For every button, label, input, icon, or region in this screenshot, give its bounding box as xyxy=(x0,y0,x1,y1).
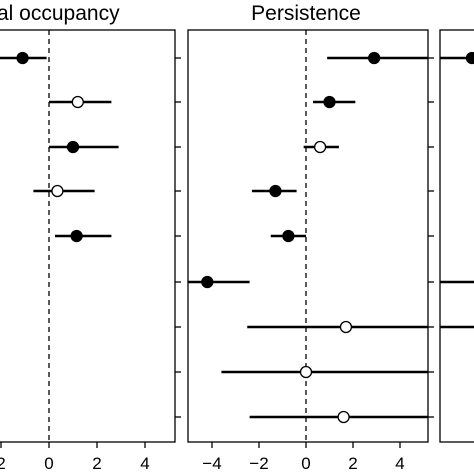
panel-occupancy-point-0 xyxy=(16,51,29,65)
panel-right-frame xyxy=(439,29,474,443)
panel-right xyxy=(439,29,474,443)
panel-right-marks xyxy=(440,51,474,329)
panel-occupancy-point-1 xyxy=(71,95,84,109)
panel-persistence-marks xyxy=(188,30,434,442)
panel-persistence-point-1 xyxy=(323,95,336,109)
panel-persistence-point-2 xyxy=(313,140,327,154)
panel-persistence-xtick-label-1: −2 xyxy=(249,454,268,473)
panel-occupancy-point-3 xyxy=(51,184,64,198)
panel-occupancy-xtick-label-0: 2 xyxy=(0,454,6,473)
panel-persistence-xtick-label-0: −4 xyxy=(202,454,221,473)
panel-persistence-xtick-label-2: 0 xyxy=(301,454,310,473)
panel-occupancy-xtick-label-3: 4 xyxy=(140,454,149,473)
panel-persistence-point-4 xyxy=(282,229,295,243)
panel-persistence-title: Persistence xyxy=(251,2,361,25)
panel-persistence-xtick-label-4: 4 xyxy=(395,454,404,473)
panel-occupancy-point-4 xyxy=(70,229,83,243)
panel-occupancy-marks xyxy=(0,30,181,442)
panel-occupancy-xtick-label-2: 2 xyxy=(92,454,101,473)
panel-persistence-point-5 xyxy=(201,275,214,289)
panel-persistence-point-0 xyxy=(367,51,381,65)
panel-persistence-point-6 xyxy=(339,320,353,334)
panel-persistence-frame xyxy=(187,29,429,443)
panel-occupancy-title: al occupancy xyxy=(0,2,120,25)
panel-persistence-point-7 xyxy=(299,365,313,379)
panel-occupancy-xtick-label-1: 0 xyxy=(44,454,53,473)
panel-persistence-point-3 xyxy=(269,184,282,198)
panel-occupancy-point-2 xyxy=(66,140,80,154)
panel-persistence: Persistence −4 −2 0 2 4 xyxy=(187,2,434,473)
panel-persistence-ticks: −4 −2 0 2 4 xyxy=(202,442,405,473)
panel-persistence-xtick-label-3: 2 xyxy=(348,454,357,473)
panel-right-point-0 xyxy=(465,51,474,65)
panel-persistence-point-8 xyxy=(337,410,350,424)
